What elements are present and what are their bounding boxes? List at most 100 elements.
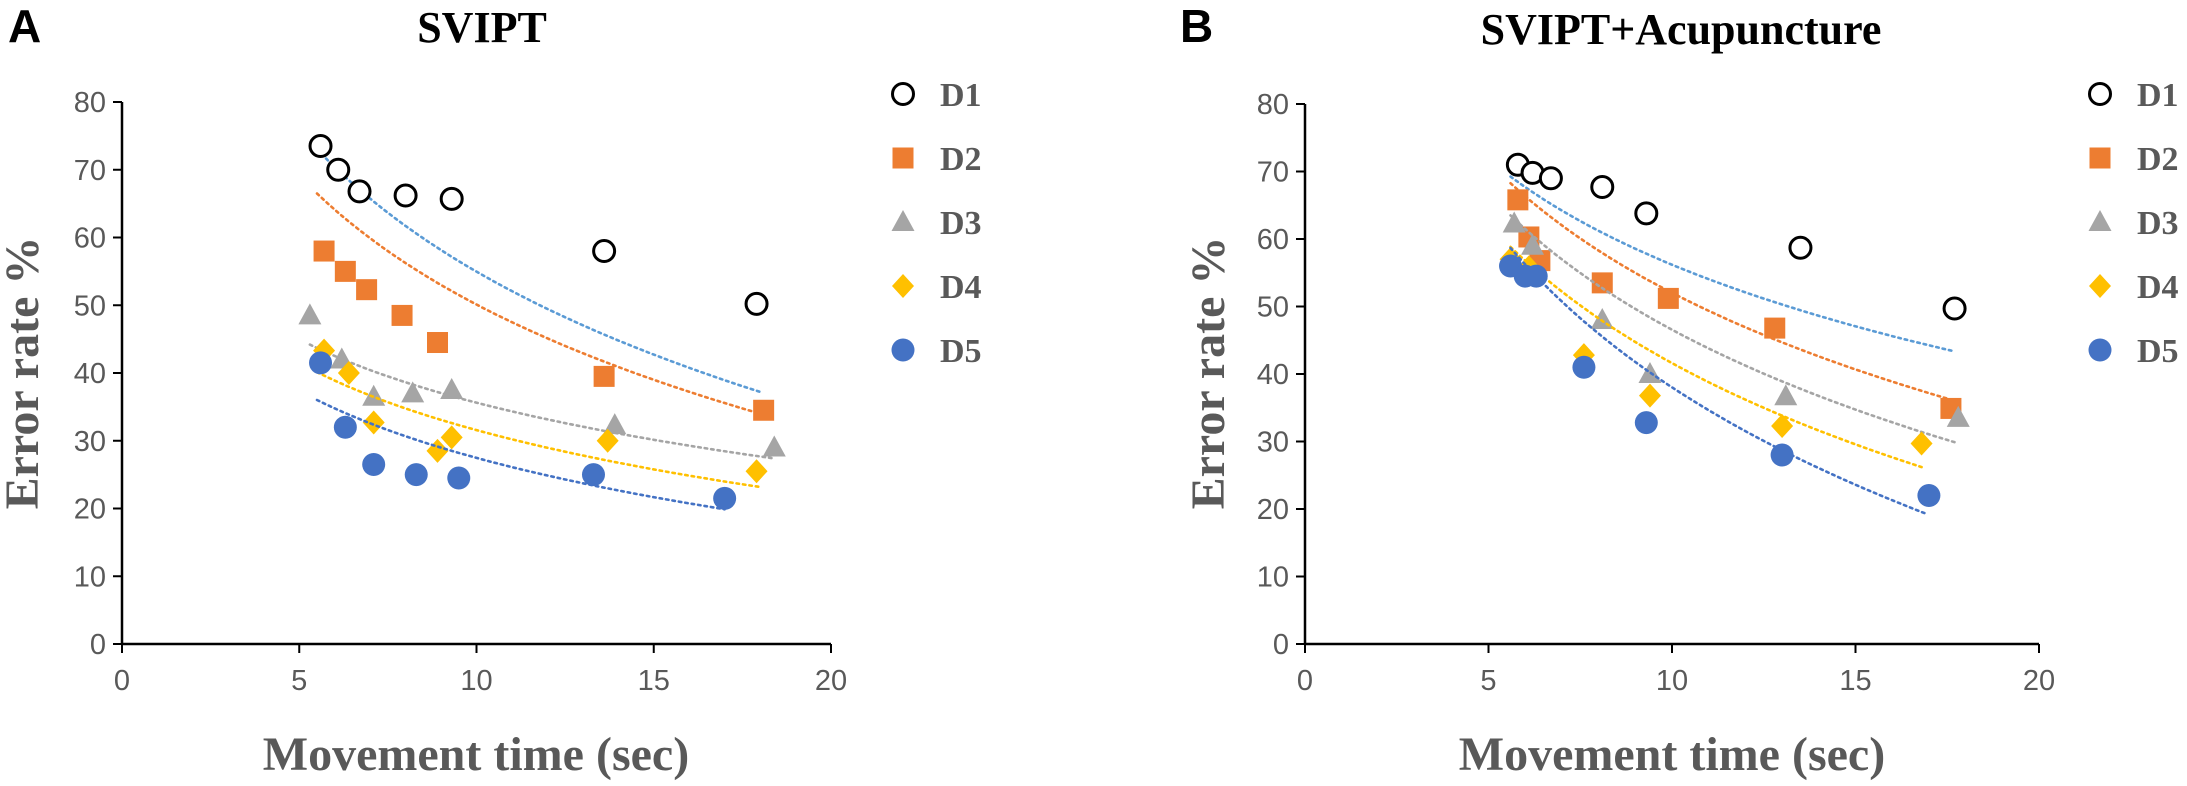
- panel-a-legend-marker-d5: [891, 338, 915, 362]
- panel-a-d5-point: [333, 415, 357, 439]
- panel-b-d4-point: [1638, 383, 1661, 408]
- panel-a-d5-point: [362, 452, 386, 476]
- panel-a-d3-point: [362, 384, 386, 406]
- panel-a-y-tick-label: 60: [74, 223, 106, 255]
- panel-b-legend-marker-d5: [2088, 338, 2112, 362]
- panel-a-d2-series: [313, 192, 775, 421]
- panel-b-d5-point: [1634, 411, 1658, 435]
- panel-a-legend-label-d3: D3: [940, 205, 982, 242]
- panel-b-d4-series: [1499, 245, 1933, 469]
- panel-a-d3-point: [440, 377, 464, 399]
- panel-b-d2-point: [1507, 189, 1529, 211]
- panel-a-legend: D1 D2 D3 D4 D5: [891, 77, 982, 370]
- panel-a-d2-point: [753, 399, 775, 421]
- panel-a-d1-point: [393, 183, 418, 208]
- panel-a-x-tick-label: 20: [815, 665, 847, 697]
- panel-a-d1-point: [326, 157, 351, 182]
- panel-b-y-tick-label: 30: [1257, 427, 1289, 459]
- panel-a-d1-point: [439, 186, 464, 211]
- panel-b-y-axis-label: Error rate %: [1182, 237, 1235, 510]
- panel-b-y-tick-label: 50: [1257, 292, 1289, 324]
- panel-a-d1-point: [347, 179, 372, 204]
- panel-b-d5-point: [1770, 443, 1794, 467]
- panel-b-legend-marker-d1: [2088, 82, 2112, 106]
- panel-b-legend-marker-d2: [2089, 147, 2111, 169]
- panel-b-d3-point: [1774, 384, 1798, 406]
- panel-a-x-tick-label: 5: [291, 665, 307, 697]
- panel-a-y-tick-label: 30: [74, 426, 106, 458]
- panel-a-d2-point: [313, 240, 335, 262]
- panel-a-y-axis-label: Error rate %: [0, 237, 49, 510]
- panel-a-d1-series: [308, 134, 769, 394]
- panel-a-d5-point: [447, 466, 471, 490]
- panel-a-legend-marker-d4: [892, 274, 914, 298]
- panel-a-x-tick-label: 15: [638, 665, 670, 697]
- panel-a-d4-series: [313, 338, 768, 489]
- panel-b-x-tick-label: 0: [1297, 665, 1313, 697]
- panel-a-y-tick-label: 20: [74, 494, 106, 526]
- panel-a-d4-point: [596, 428, 619, 453]
- panel-b-y-tick-label: 80: [1257, 89, 1289, 121]
- panel-b-x-tick-label: 5: [1480, 665, 1496, 697]
- panel-b: B SVIPT+Acupuncture 0 10 20 30 40 50 60 70 80 0 5 10 1…: [1180, 0, 2179, 781]
- panel-a-d4-point: [440, 425, 463, 450]
- panel-b-legend-label-d5: D5: [2137, 333, 2179, 370]
- panel-a-d5-point: [713, 486, 737, 510]
- panel-b-d2-point: [1764, 317, 1786, 339]
- panel-b-d3-point: [1946, 405, 1970, 427]
- panel-a-x-tick-label: 10: [460, 665, 492, 697]
- panel-b-d4-trendline: [1509, 245, 1923, 469]
- panel-b-d4-point: [1910, 431, 1933, 456]
- panel-b-d1-point: [1788, 235, 1813, 260]
- panel-b-y-tick-label: 0: [1273, 629, 1289, 661]
- panel-a-d4-point: [745, 459, 768, 484]
- panel-a-d3-point: [401, 381, 425, 403]
- panel-b-legend: D1 D2 D3 D4 D5: [2088, 77, 2179, 370]
- panel-b-d5-point: [1917, 484, 1941, 507]
- panel-a-d3-point: [603, 413, 627, 435]
- panel-b-d2-point: [1657, 287, 1679, 309]
- panel-a-y-tick-label: 80: [74, 87, 106, 119]
- panel-a-d4-point: [426, 438, 449, 463]
- panel-a-legend-label-d4: D4: [940, 269, 982, 306]
- panel-b-d2-point: [1591, 272, 1613, 294]
- panel-b-d3-point: [1590, 308, 1614, 329]
- panel-a-d2-point: [593, 365, 615, 387]
- panel-b-d3-point: [1502, 211, 1526, 233]
- panel-a-letter: A: [8, 0, 41, 52]
- panel-b-legend-marker-d4: [2089, 274, 2111, 298]
- panel-a-legend-marker-d2: [892, 147, 914, 169]
- panel-b-d5-series: [1499, 246, 1941, 515]
- panel-b-d2-trendline: [1509, 181, 1953, 402]
- panel-b-x-axis-label: Movement time (sec): [1459, 728, 1885, 781]
- panel-b-d1-point: [1634, 201, 1659, 226]
- panel-a-d5-point: [581, 463, 605, 487]
- panel-b-d1-point: [1590, 175, 1615, 200]
- panel-b-y-tick-label: 70: [1257, 157, 1289, 189]
- panel-a-legend-label-d1: D1: [940, 77, 982, 114]
- panel-b-d3-series: [1502, 211, 1970, 444]
- panel-a-legend-marker-d3: [891, 210, 915, 231]
- panel-a-y-tick-label: 10: [74, 561, 106, 593]
- panel-a-d4-trendline: [315, 370, 762, 489]
- panel-b-d1-series: [1505, 152, 1967, 353]
- panel-a-legend-label-d2: D2: [940, 141, 982, 178]
- panel-a-d3-trendline: [308, 343, 776, 460]
- panel-a-d2-point: [391, 304, 413, 326]
- panel-a-legend-label-d5: D5: [940, 333, 982, 370]
- panel-a-d2-point: [334, 260, 356, 282]
- panel-b-y-tick-label: 40: [1257, 359, 1289, 391]
- panel-b-y-tick-label: 60: [1257, 224, 1289, 256]
- panel-b-legend-label-d1: D1: [2137, 77, 2179, 114]
- panel-b-d3-point: [1521, 233, 1545, 255]
- panel-a-d4-point: [362, 410, 385, 435]
- panel-b-d1-point: [1538, 166, 1563, 191]
- panel-b-d5-point: [1524, 264, 1548, 288]
- panel-b-legend-label-d4: D4: [2137, 269, 2179, 306]
- panel-b-title: SVIPT+Acupuncture: [1481, 5, 1882, 54]
- panel-a-d5-series: [309, 351, 737, 511]
- panel-a-y-tick-label: 40: [74, 358, 106, 390]
- panel-b-d1-trendline: [1509, 175, 1956, 353]
- panel-a-d2-point: [356, 279, 378, 301]
